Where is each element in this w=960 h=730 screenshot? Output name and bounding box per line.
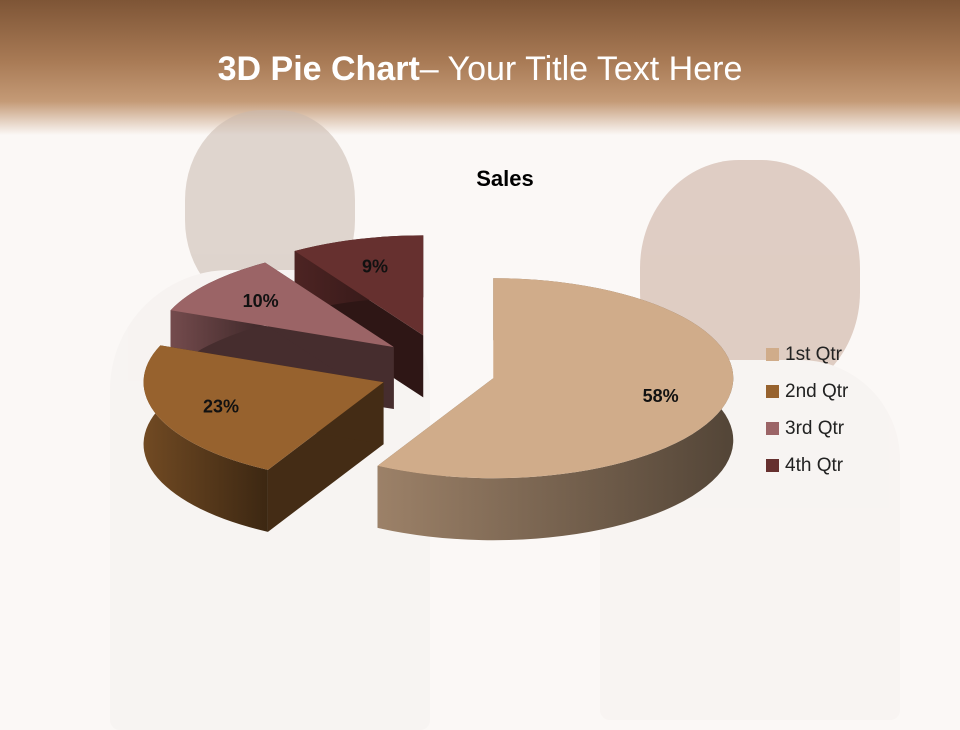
pie-slice-side [143, 345, 268, 532]
legend-label: 2nd Qtr [785, 380, 849, 402]
pie-slice-1: 58% [377, 278, 734, 541]
data-label: 10% [243, 291, 279, 311]
title-banner [0, 0, 960, 135]
slide-title-bold: 3D Pie Chart [217, 50, 420, 88]
legend-label: 4th Qtr [785, 454, 844, 476]
chart-title: Sales [476, 166, 534, 191]
pie-slice-top [377, 278, 734, 479]
legend-item-4th-qtr: 4th Qtr [766, 447, 848, 484]
legend-item-3rd-qtr: 3rd Qtr [766, 410, 848, 447]
data-label: 9% [362, 256, 388, 276]
legend-swatch [766, 348, 779, 361]
data-label: 58% [643, 386, 679, 406]
pie-slice-top [143, 345, 384, 470]
legend-swatch [766, 422, 779, 435]
legend-item-2nd-qtr: 2nd Qtr [766, 373, 848, 410]
pie-slice-top [294, 235, 424, 336]
pie-slice-top [170, 262, 394, 348]
legend-item-1st-qtr: 1st Qtr [766, 336, 848, 373]
chart-legend: 1st Qtr 2nd Qtr 3rd Qtr 4th Qtr [766, 336, 848, 484]
legend-swatch [766, 459, 779, 472]
legend-label: 3rd Qtr [785, 417, 845, 439]
slide-title: 3D Pie Chart– Your Title Text Here [0, 50, 960, 89]
legend-swatch [766, 385, 779, 398]
slide-title-rest: – Your Title Text Here [419, 50, 743, 88]
pie-slice-2: 23% [143, 345, 384, 532]
data-label: 23% [203, 397, 239, 417]
legend-label: 1st Qtr [785, 343, 843, 365]
